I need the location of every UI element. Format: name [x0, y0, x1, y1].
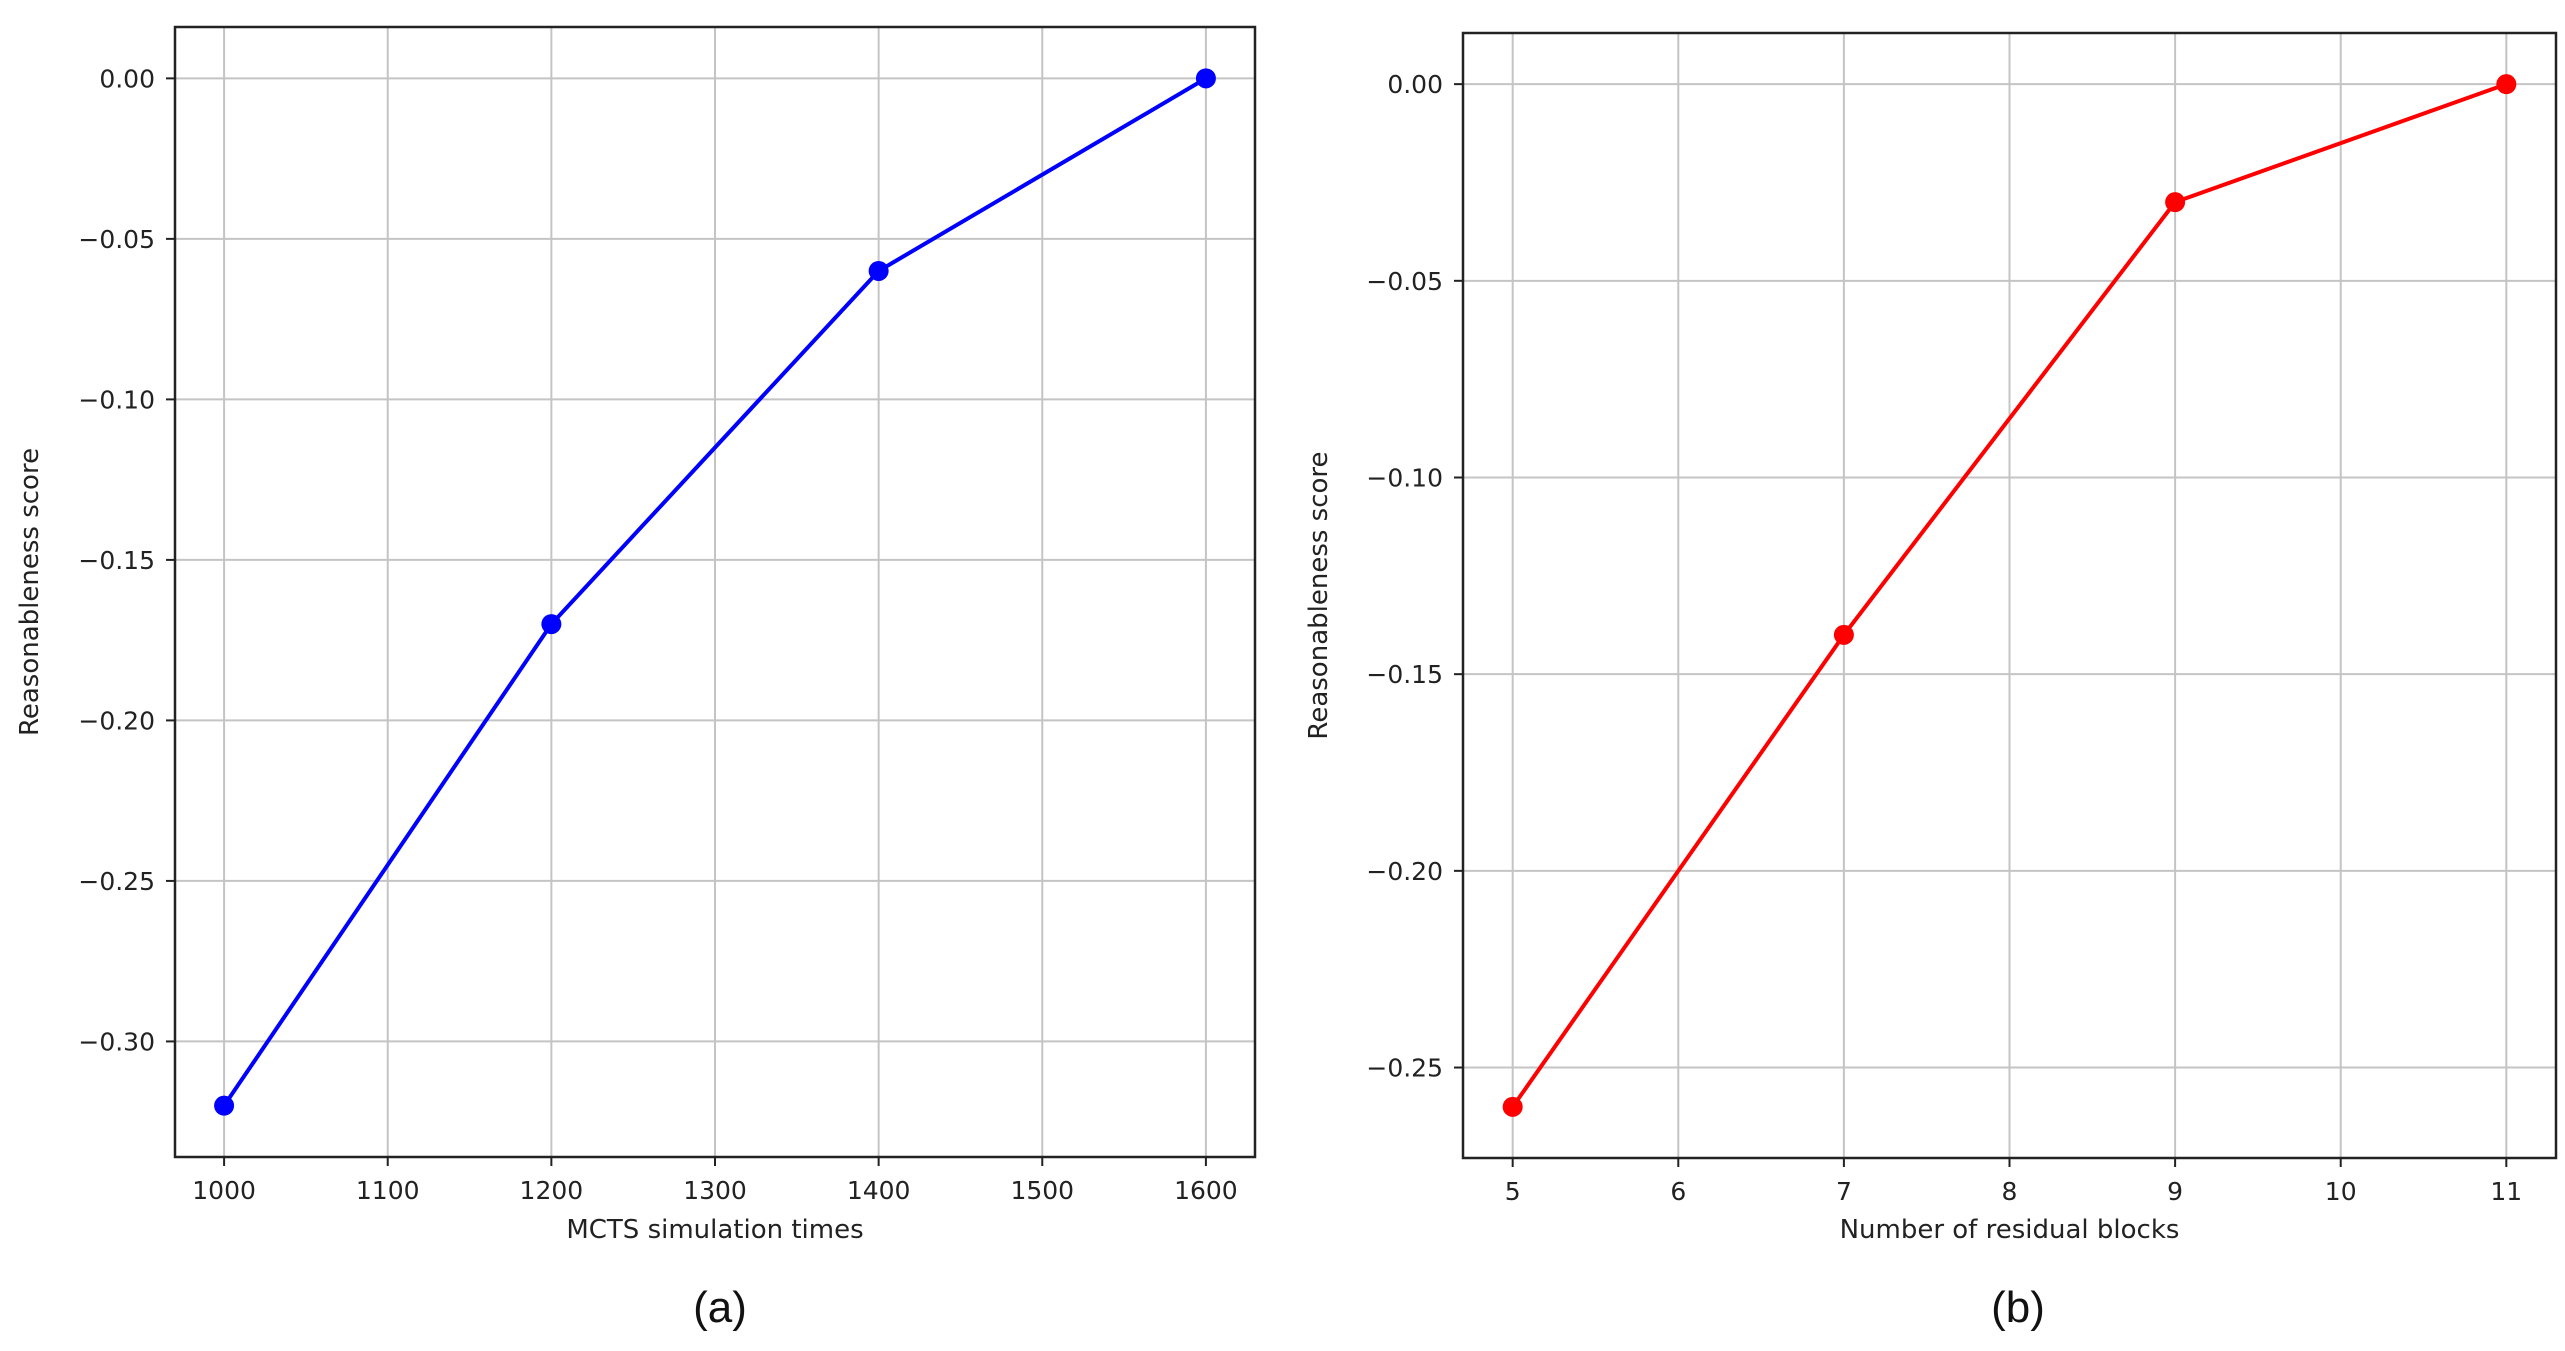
y-tick-label: −0.10	[1366, 463, 1443, 492]
y-tick-label: −0.25	[78, 867, 155, 896]
x-tick-label: 1500	[1010, 1176, 1074, 1205]
data-point	[541, 614, 562, 635]
x-tick-label: 6	[1670, 1177, 1686, 1206]
x-tick-label: 1400	[847, 1176, 911, 1205]
y-tick-label: −0.05	[78, 225, 155, 254]
series-line	[222, 76, 1207, 1107]
x-tick-label: 7	[1836, 1177, 1852, 1206]
data-point	[214, 1095, 235, 1116]
data-point	[1502, 1096, 1523, 1117]
x-tick-label: 1600	[1174, 1176, 1238, 1205]
y-tick-label: −0.10	[78, 385, 155, 414]
x-tick-label: 5	[1505, 1177, 1521, 1206]
panel-a: 1000 1100 1200 1300 1400 1500 1600 0.00 −0.05 −0.…	[15, 25, 1257, 1332]
x-tick-label: 9	[2167, 1177, 2183, 1206]
x-tick-label: 8	[2002, 1177, 2018, 1206]
y-axis-label: Reasonableness score	[1304, 451, 1334, 739]
x-tick-label: 11	[2490, 1177, 2522, 1206]
panel-caption: (b)	[1991, 1283, 2045, 1332]
x-axis-label: Number of residual blocks	[1840, 1215, 2180, 1245]
x-tick-label: 1300	[683, 1176, 747, 1205]
data-point	[1195, 68, 1216, 89]
series-line	[1511, 82, 2507, 1109]
y-tick-label: −0.30	[78, 1027, 155, 1056]
y-tick-label: 0.00	[1387, 70, 1443, 99]
x-axis-label: MCTS simulation times	[566, 1215, 863, 1245]
data-point	[2496, 74, 2517, 95]
y-tick-label: −0.05	[1366, 267, 1443, 296]
y-tick-label: 0.00	[99, 64, 155, 93]
y-axis-label: Reasonableness score	[15, 448, 45, 736]
y-tick-label: −0.20	[78, 706, 155, 735]
x-tick-label: 1000	[192, 1176, 256, 1205]
panel-caption: (a)	[693, 1283, 747, 1332]
y-tick-label: −0.15	[78, 546, 155, 575]
y-tick-label: −0.15	[1366, 660, 1443, 689]
x-tick-label: 1200	[520, 1176, 584, 1205]
x-tick-label: 10	[2325, 1177, 2357, 1206]
panel-b: 5 6 7 8 9 10 11 0.00 −0.05 −0.10 −0.15 −0.20 −0.25 Nu…	[1304, 31, 2558, 1332]
x-tick-label: 1100	[356, 1176, 420, 1205]
data-point	[2165, 192, 2186, 213]
y-tick-label: −0.20	[1366, 857, 1443, 886]
y-tick-label: −0.25	[1366, 1054, 1443, 1083]
data-point	[868, 260, 889, 281]
data-point	[1833, 624, 1854, 645]
